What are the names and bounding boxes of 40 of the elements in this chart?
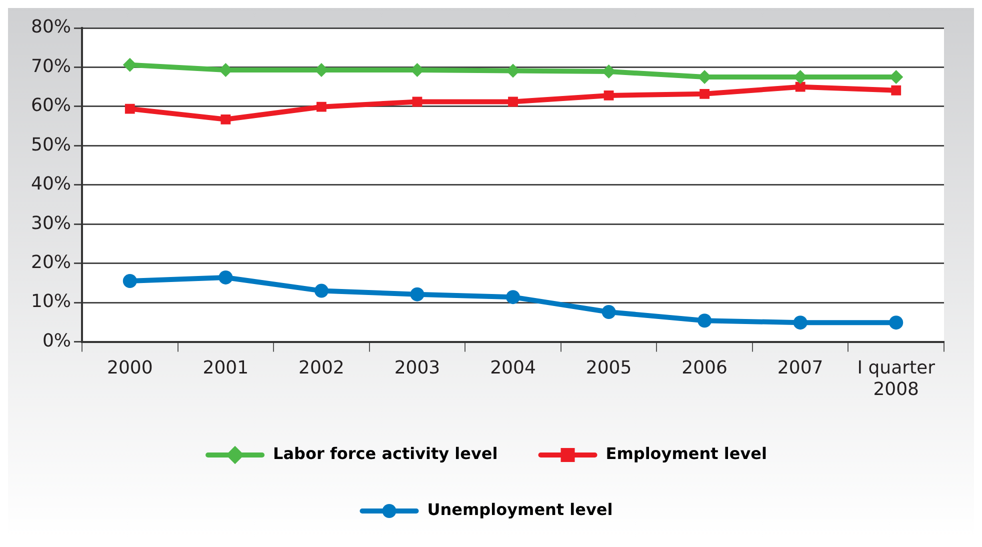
legend-label: Labor force activity level [273,444,498,464]
point [220,114,231,124]
point [795,82,806,92]
x-tick-label: 2004 [490,357,536,378]
point [793,316,808,330]
point [700,88,710,99]
point [314,284,328,298]
x-tick-label: 2001 [202,357,249,378]
x-tick-label: 2002 [298,357,344,378]
y-tick-label: 60% [30,95,72,116]
point [124,104,135,114]
point [508,96,518,107]
point [698,314,712,328]
x-tick-label: I quarter 2008 [857,357,936,400]
point [891,85,902,96]
legend-label: Unemployment level [427,500,613,520]
y-tick-label: 30% [30,212,72,234]
point [889,316,904,330]
y-tick-label: 40% [30,174,72,195]
point [506,290,520,304]
point [604,90,614,100]
x-tick-label: 2000 [106,357,153,378]
y-tick-label: 10% [30,291,72,312]
point [602,304,616,319]
x-tick-label: 2003 [394,357,440,378]
point [316,102,326,112]
y-tick-label: 80% [30,16,72,38]
point [122,274,137,288]
y-tick-label: 70% [30,56,72,77]
x-tick-label: 2006 [682,357,728,378]
point [218,270,233,284]
y-tick-label: 50% [30,134,72,156]
legend-label: Employment level [606,444,767,464]
x-tick-label: 2005 [586,357,632,378]
y-tick-label: 20% [30,252,72,274]
y-tick-label: 0% [42,330,72,352]
point [410,287,424,302]
point [412,96,422,107]
point [122,58,137,72]
x-tick-label: 2007 [777,357,824,378]
